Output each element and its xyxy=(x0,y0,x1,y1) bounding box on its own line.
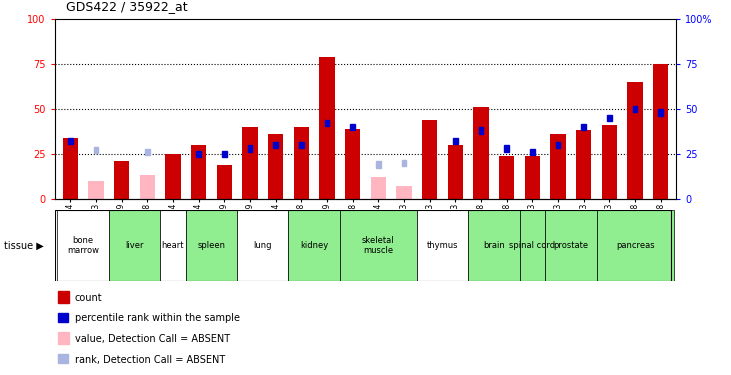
Bar xyxy=(216,165,232,199)
Bar xyxy=(499,156,515,199)
Text: pancreas: pancreas xyxy=(616,241,654,250)
Text: brain: brain xyxy=(483,241,504,250)
Text: lung: lung xyxy=(254,241,272,250)
Bar xyxy=(530,149,534,155)
Bar xyxy=(376,161,381,168)
Bar xyxy=(581,124,586,130)
Text: tissue ▶: tissue ▶ xyxy=(4,241,43,250)
Bar xyxy=(520,210,545,281)
Text: value, Detection Call = ABSENT: value, Detection Call = ABSENT xyxy=(75,334,230,344)
Text: kidney: kidney xyxy=(300,241,328,250)
Bar xyxy=(58,210,109,281)
Bar xyxy=(396,186,412,199)
Text: prostate: prostate xyxy=(553,241,588,250)
Bar xyxy=(165,154,181,199)
Bar xyxy=(447,145,463,199)
Bar xyxy=(479,127,483,134)
Bar xyxy=(58,313,67,322)
Bar xyxy=(186,210,237,281)
Bar xyxy=(140,176,155,199)
Bar xyxy=(627,82,643,199)
Bar xyxy=(525,156,540,199)
Text: thymus: thymus xyxy=(427,241,458,250)
Bar xyxy=(576,130,591,199)
Text: liver: liver xyxy=(125,241,144,250)
Bar xyxy=(371,177,386,199)
Bar xyxy=(468,210,520,281)
Bar xyxy=(222,151,227,157)
Text: rank, Detection Call = ABSENT: rank, Detection Call = ABSENT xyxy=(75,355,225,365)
Bar xyxy=(504,145,509,152)
Text: spinal cord: spinal cord xyxy=(510,241,556,250)
Bar xyxy=(417,210,468,281)
Text: GDS422 / 35922_at: GDS422 / 35922_at xyxy=(66,0,187,13)
Bar xyxy=(340,210,417,281)
Bar xyxy=(58,333,69,344)
Text: bone
marrow: bone marrow xyxy=(67,236,99,255)
Bar xyxy=(602,125,617,199)
Bar xyxy=(453,138,458,144)
Bar xyxy=(248,145,252,152)
Bar xyxy=(191,145,206,199)
Text: spleen: spleen xyxy=(197,241,225,250)
Bar xyxy=(160,210,186,281)
Bar xyxy=(63,138,78,199)
Bar xyxy=(325,120,329,126)
Bar xyxy=(633,106,637,112)
Bar xyxy=(289,210,340,281)
Bar xyxy=(299,142,303,148)
Bar xyxy=(268,134,284,199)
Bar xyxy=(88,181,104,199)
Bar xyxy=(402,160,406,166)
Text: count: count xyxy=(75,293,102,303)
Bar xyxy=(58,354,67,363)
Bar xyxy=(68,138,72,144)
Bar xyxy=(607,115,612,121)
Bar xyxy=(659,109,663,115)
Bar xyxy=(596,210,673,281)
Bar xyxy=(273,142,278,148)
Text: skeletal
muscle: skeletal muscle xyxy=(362,236,395,255)
Bar xyxy=(350,124,355,130)
Bar xyxy=(145,149,150,155)
Text: heart: heart xyxy=(162,241,184,250)
Bar xyxy=(422,120,437,199)
Bar xyxy=(545,210,596,281)
Bar xyxy=(58,291,69,303)
Bar xyxy=(109,210,160,281)
Bar xyxy=(242,127,257,199)
Bar xyxy=(94,147,98,153)
Bar xyxy=(294,127,309,199)
Text: percentile rank within the sample: percentile rank within the sample xyxy=(75,314,240,324)
Bar xyxy=(556,142,561,148)
Bar xyxy=(345,129,360,199)
Bar xyxy=(114,161,129,199)
Bar xyxy=(653,64,668,199)
Bar xyxy=(550,134,566,199)
Bar xyxy=(474,107,489,199)
Bar xyxy=(237,210,289,281)
Bar xyxy=(319,57,335,199)
Bar xyxy=(197,151,201,157)
